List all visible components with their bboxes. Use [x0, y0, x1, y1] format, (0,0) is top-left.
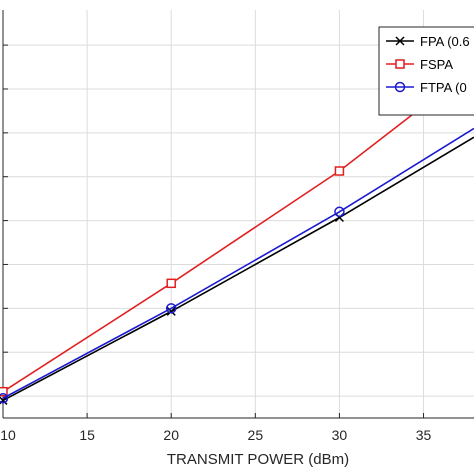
legend: FPA (0.6 FSPA FTPA (0: [378, 26, 474, 116]
data-point-circle-marker: [334, 206, 345, 218]
legend-item: FPA (0.6: [386, 34, 470, 49]
series-line: [2, 136, 474, 402]
data-point-x-marker: [395, 36, 405, 46]
x-tick-label: 25: [248, 427, 264, 443]
x-tick-label: 35: [416, 427, 432, 443]
legend-label: FSPA: [420, 57, 453, 72]
axes: [2, 10, 474, 419]
data-point-circle-marker: [394, 81, 406, 93]
x-tick-label: 10: [0, 427, 16, 443]
x-axis-title: TRANSMIT POWER (dBm): [167, 451, 349, 468]
data-point-x-marker: [166, 306, 176, 316]
series-2: [0, 66, 474, 397]
series-line: [2, 66, 474, 393]
data-point-x-marker: [0, 395, 8, 405]
legend-item: FSPA: [386, 57, 453, 72]
series: [0, 66, 474, 405]
legend-item: FTPA (0: [386, 80, 467, 95]
x-tick-label: 30: [332, 427, 348, 443]
x-tick-labels: 10 15 20 25 30 35: [0, 413, 432, 443]
x-tick-label: 20: [163, 427, 179, 443]
legend-label: FPA (0.6: [420, 34, 470, 49]
data-point-square-marker: [0, 386, 8, 397]
series-3: [0, 127, 474, 404]
data-point-square-marker: [395, 59, 405, 69]
data-point-circle-marker: [165, 303, 177, 314]
series-1: [0, 136, 474, 405]
series-line: [2, 127, 474, 399]
data-point-square-marker: [166, 278, 176, 289]
data-point-circle-marker: [0, 393, 9, 404]
x-tick-label: 15: [79, 427, 95, 443]
data-point-square-marker: [334, 166, 345, 176]
legend-label: FTPA (0: [420, 80, 467, 95]
